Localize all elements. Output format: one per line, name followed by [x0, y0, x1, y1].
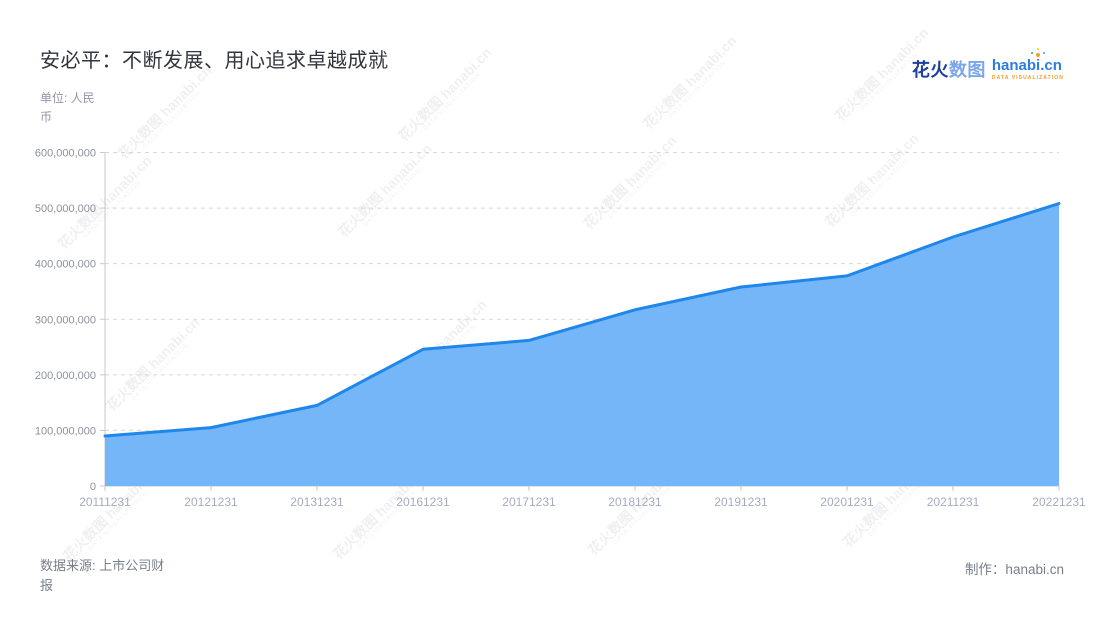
- x-tick-label: 20161231: [396, 495, 450, 509]
- y-tick-label: 100,000,000: [35, 425, 96, 437]
- logo-cn-bold-text: 花火: [911, 60, 949, 80]
- logo-latin-block: hanabi.cn DATA VISUALIZATION: [991, 53, 1064, 81]
- firework-sparkle-icon: [1036, 53, 1040, 57]
- y-tick-label: 600,000,000: [35, 148, 96, 160]
- logo-domain-text: hanabi.cn: [991, 57, 1062, 74]
- unit-label-line2: 币: [40, 109, 53, 124]
- y-tick-label: 500,000,000: [35, 203, 96, 215]
- x-tick-label: 20201231: [820, 495, 874, 509]
- x-tick-label: 20211231: [927, 495, 980, 509]
- data-source-line1: 数据来源: 上市公司财: [40, 558, 165, 573]
- unit-label: 单位: 人民 币: [40, 89, 95, 126]
- area-fill: [105, 203, 1059, 486]
- x-tick-label: 20171231: [502, 495, 556, 509]
- x-tick-label: 20121231: [184, 495, 238, 509]
- x-tick-label: 20131231: [290, 495, 344, 509]
- x-tick-label: 20221231: [1032, 495, 1086, 509]
- y-tick-label: 0: [90, 481, 96, 493]
- unit-label-line1: 单位: 人民: [40, 91, 95, 105]
- x-tick-label: 20181231: [608, 495, 662, 509]
- y-tick-label: 200,000,000: [35, 370, 96, 382]
- y-tick-label: 300,000,000: [35, 314, 96, 326]
- x-tick-label: 20191231: [714, 495, 768, 509]
- x-tick-label: 20111231: [79, 495, 131, 509]
- logo-cn-light-text: 数图: [948, 60, 986, 80]
- data-source: 数据来源: 上市公司财 报: [40, 556, 164, 595]
- data-source-line2: 报: [40, 577, 54, 593]
- credit-text: 制作：hanabi.cn: [964, 562, 1064, 577]
- page-title: 安必平：不断发展、用心追求卓越成就: [40, 50, 389, 72]
- y-tick-label: 400,000,000: [35, 259, 96, 271]
- hanabi-logo: 花火 数图 hanabi.cn DATA VISUALIZATION: [911, 53, 1064, 82]
- logo-tagline-text: DATA VISUALIZATION: [991, 75, 1064, 81]
- trend-line: [103, 202, 1061, 438]
